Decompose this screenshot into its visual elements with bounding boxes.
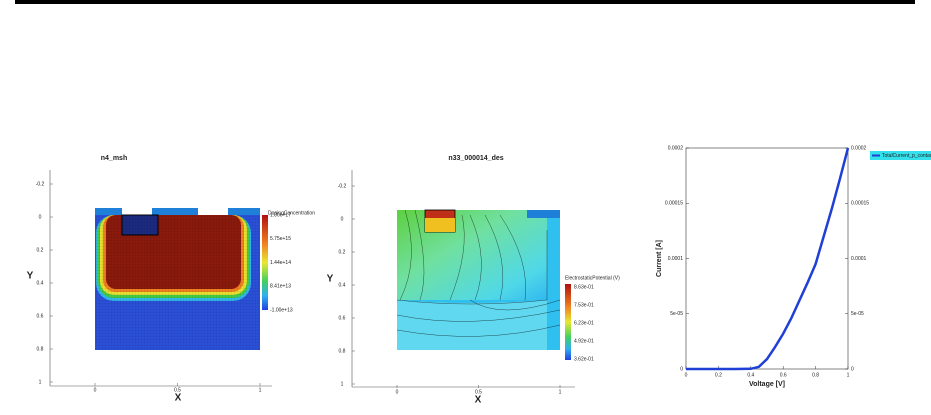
x-tick-label: 0.5: [174, 387, 181, 393]
colorbar-label: 8.63e-01: [574, 284, 594, 290]
colorbar-title: DopingConcentration: [268, 210, 315, 216]
x-tick-label: 1: [259, 387, 262, 393]
x-tick-label: 0.5: [475, 389, 482, 395]
y-axis-label: Current [A]: [656, 240, 663, 277]
x-tick-label: 0: [94, 387, 97, 393]
colorbar-label: 1.00e+17: [270, 212, 291, 218]
y2-tick-label: 0.00015: [851, 201, 869, 207]
colorbar-label: 1.44e+14: [270, 260, 291, 266]
y-tick-label: 0.8: [37, 346, 44, 352]
x-tick-label: 0: [396, 389, 399, 395]
y-tick-label: 0: [341, 216, 344, 222]
x-axis-label: X: [475, 395, 482, 406]
top-rule: [15, 0, 915, 4]
colorbar-label: 6.23e-01: [574, 320, 594, 326]
y-tick-label: 5e-05: [670, 311, 683, 317]
y-tick-label: 0: [680, 366, 683, 372]
y2-tick-label: 0.0001: [851, 256, 867, 262]
y-tick-label: 1: [39, 379, 42, 385]
x-tick-label: 0.4: [747, 372, 754, 378]
y-tick-label: 1: [341, 381, 344, 387]
colorbar-title: ElectrostaticPotential (V): [565, 275, 620, 281]
y-tick-label: 0.6: [37, 313, 44, 319]
colorbar-label: 8.41e+13: [270, 284, 291, 290]
y-axis-label: Y: [327, 274, 334, 285]
y-tick-label: 0.4: [37, 280, 44, 286]
y-axis-label: Y: [27, 271, 34, 282]
y-tick-label: 0: [39, 214, 42, 220]
x-axis-label: X: [175, 393, 182, 404]
x-tick-label: 1: [847, 372, 850, 378]
y-tick-label: -0.2: [36, 181, 45, 187]
y-tick-label: -0.2: [338, 183, 347, 189]
device-map-2: [351, 170, 575, 388]
legend-label: TotalCurrent_p_contact: [882, 153, 931, 159]
y2-tick-label: 0.0002: [851, 145, 867, 151]
series-line: [686, 147, 850, 371]
iv-frame: [685, 147, 931, 370]
y-tick-label: 0.2: [37, 247, 44, 253]
colorbar-label: 5.75e+15: [270, 236, 291, 242]
x-tick-label: 0.6: [780, 372, 787, 378]
y-tick-label: 0.0001: [668, 256, 684, 262]
colorbar-label: -1.00e+13: [270, 307, 293, 313]
colorbar-label: 4.92e-01: [574, 338, 594, 344]
y-tick-label: 0.2: [339, 249, 346, 255]
chart-title: n33_000014_des: [448, 155, 503, 162]
x-tick-label: 0: [685, 372, 688, 378]
device-map-1: [49, 170, 272, 387]
x-tick-label: 1: [559, 389, 562, 395]
colorbar-label: 7.53e-01: [574, 302, 594, 308]
x-tick-label: 0.8: [812, 372, 819, 378]
y-tick-label: 0.00015: [665, 201, 683, 207]
y-tick-label: 0.8: [339, 348, 346, 354]
x-tick-label: 0.2: [715, 372, 722, 378]
y-tick-label: 0.0002: [668, 145, 684, 151]
chart-title: n4_msh: [101, 155, 127, 162]
colorbar-label: 3.62e-01: [574, 356, 594, 362]
y2-tick-label: 0: [851, 366, 854, 372]
y-tick-label: 0.4: [339, 282, 346, 288]
y-tick-label: 0.6: [339, 315, 346, 321]
x-axis-label: Voltage [V]: [749, 381, 785, 388]
y2-tick-label: 5e-05: [851, 311, 864, 317]
